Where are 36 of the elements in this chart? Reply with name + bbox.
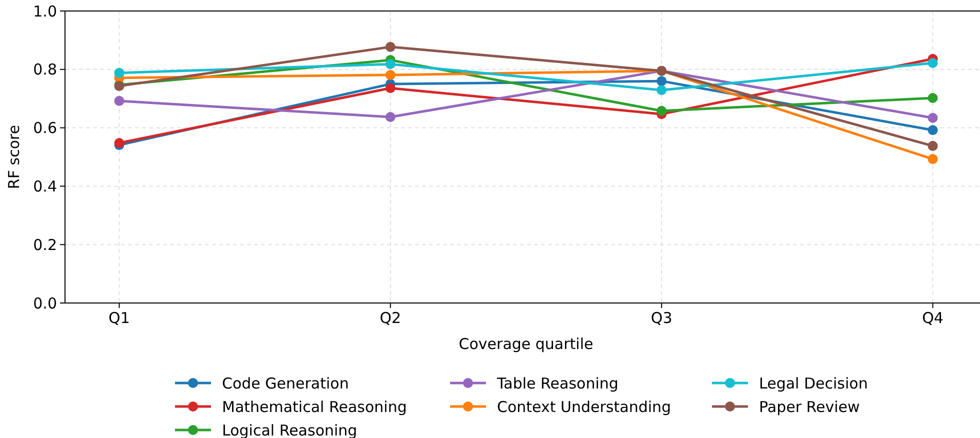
point: [656, 85, 667, 96]
y-tick-label: 1.0: [33, 2, 57, 20]
legend-label: Legal Decision: [759, 374, 868, 392]
x-axis-title: Coverage quartile: [458, 335, 594, 353]
point: [928, 125, 938, 136]
y-tick-label: 0.6: [33, 119, 57, 138]
y-axis-title: RF score: [5, 124, 23, 190]
y-tick-label: 0.2: [33, 236, 57, 254]
point: [385, 112, 396, 122]
point: [114, 68, 124, 78]
y-tick-label: 0.4: [33, 177, 57, 196]
legend-label: Mathematical Reasoning: [222, 398, 407, 416]
point: [928, 93, 938, 104]
point: [928, 140, 938, 151]
legend-label: Table Reasoning: [496, 374, 618, 392]
point: [114, 138, 124, 148]
x-tick-label: Q2: [380, 309, 402, 327]
point: [928, 112, 938, 123]
y-tick-label: 0.8: [33, 60, 57, 79]
point: [656, 76, 667, 86]
point: [385, 83, 396, 94]
x-tick-label: Q3: [650, 309, 672, 327]
legend-label: Paper Review: [759, 398, 860, 416]
point: [656, 106, 667, 116]
legend-label: Logical Reasoning: [222, 421, 358, 438]
point: [385, 42, 396, 52]
point: [928, 154, 938, 164]
point: [385, 59, 396, 70]
x-tick-label: Q1: [108, 309, 130, 327]
point: [114, 96, 124, 106]
y-tick-label: 0.0: [33, 294, 57, 312]
legend-label: Code Generation: [222, 374, 349, 392]
x-tick-label: Q4: [922, 309, 944, 327]
point: [928, 58, 938, 68]
point: [385, 70, 396, 80]
legend-label: Context Understanding: [497, 398, 672, 416]
